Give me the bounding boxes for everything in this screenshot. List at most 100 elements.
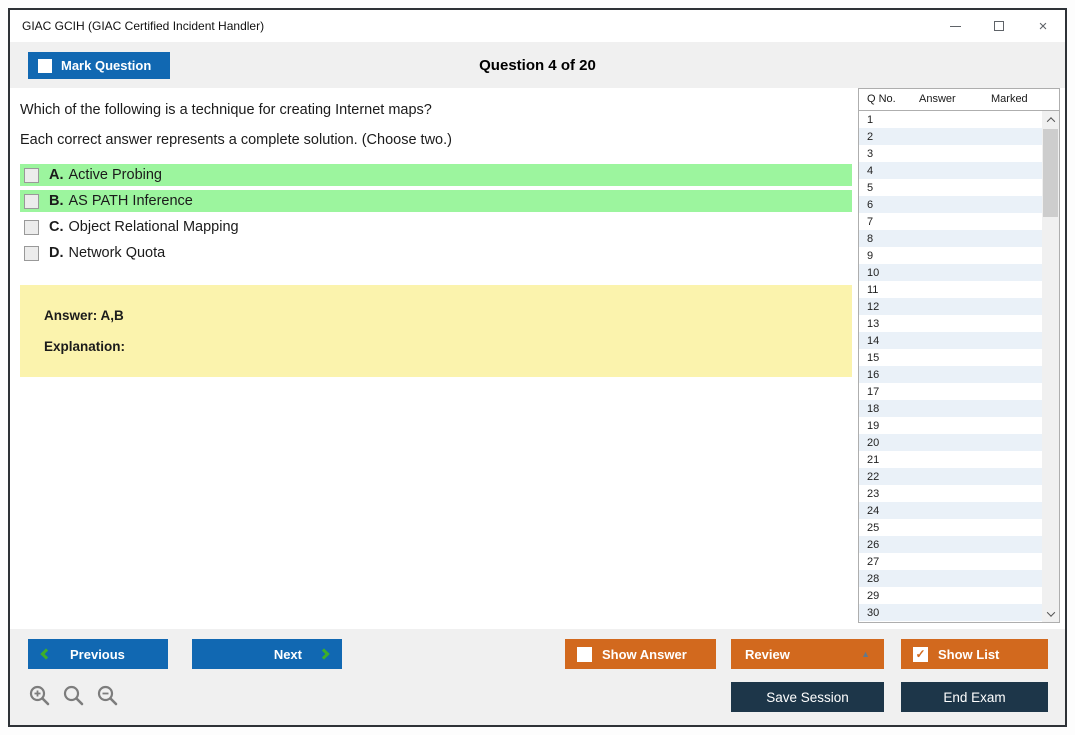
column-header-qno: Q No. — [867, 93, 896, 105]
show-answer-button[interactable]: Show Answer — [565, 639, 716, 669]
question-list-row[interactable]: 2 — [859, 128, 1042, 146]
answer-options: A. Active Probing B. AS PATH Inference C… — [20, 164, 852, 264]
show-list-label: Show List — [938, 646, 1000, 662]
question-list-row[interactable]: 9 — [867, 249, 874, 262]
question-list-row[interactable]: 17 — [867, 385, 880, 398]
question-list-row[interactable]: 13 — [867, 317, 880, 330]
option-letter: C. — [49, 219, 64, 235]
chevron-right-icon — [318, 648, 330, 660]
app-window: GIAC GCIH (GIAC Certified Incident Handl… — [8, 8, 1067, 727]
question-list-row[interactable]: 25 — [867, 521, 880, 534]
close-icon: × — [1038, 17, 1048, 35]
question-header: Mark Question Question 4 of 20 — [10, 42, 1065, 88]
option-checkbox[interactable] — [24, 193, 39, 209]
save-session-button[interactable]: Save Session — [731, 682, 884, 712]
answer-option[interactable]: C. Object Relational Mapping — [20, 216, 852, 238]
answer-option[interactable]: A. Active Probing — [20, 164, 852, 186]
question-list-row[interactable]: 28 — [859, 570, 1042, 588]
option-letter: B. — [49, 193, 64, 209]
question-list-row[interactable]: 20 — [859, 434, 1042, 452]
question-text: Which of the following is a technique fo… — [20, 102, 432, 118]
question-list-row[interactable]: 6 — [859, 196, 1042, 214]
option-text: Object Relational Mapping — [68, 219, 239, 235]
question-list-row[interactable]: 29 — [867, 589, 880, 602]
option-text: Network Quota — [68, 245, 166, 261]
scroll-down-button[interactable] — [1042, 605, 1059, 622]
answer-label: Answer: A,B — [44, 308, 124, 323]
answer-option[interactable]: D. Network Quota — [20, 242, 852, 264]
mark-question-label: Mark Question — [61, 58, 152, 73]
question-list-row[interactable]: 24 — [859, 502, 1042, 520]
answer-explanation-box: Answer: A,B Explanation: — [20, 285, 852, 377]
window-title: GIAC GCIH (GIAC Certified Incident Handl… — [22, 19, 265, 33]
maximize-icon — [994, 21, 1004, 31]
show-answer-label: Show Answer — [602, 646, 687, 662]
footer-toolbar: Previous Next Show Answer Review ▲ ✓ Sho… — [10, 629, 1065, 725]
question-instruction: Each correct answer represents a complet… — [20, 132, 452, 148]
zoom-in-icon[interactable] — [28, 684, 52, 708]
question-list-row[interactable]: 26 — [859, 536, 1042, 554]
option-checkbox[interactable] — [24, 219, 39, 235]
question-area: Which of the following is a technique fo… — [20, 88, 852, 377]
question-list-row[interactable]: 27 — [867, 555, 880, 568]
question-list-row[interactable]: 21 — [867, 453, 880, 466]
show-list-checkbox[interactable]: ✓ — [913, 646, 928, 662]
question-list-row[interactable]: 19 — [867, 419, 880, 432]
next-button[interactable]: Next — [192, 639, 342, 669]
option-checkbox[interactable] — [24, 167, 39, 183]
option-letter: D. — [49, 245, 64, 261]
show-list-button[interactable]: ✓ Show List — [901, 639, 1048, 669]
question-list-row[interactable]: 15 — [867, 351, 880, 364]
option-letter: A. — [49, 167, 64, 183]
option-text: Active Probing — [68, 167, 163, 183]
question-list-rows: 1 2 3 4 5 6 7 8 9 10 11 12 13 14 15 16 17 18 19 20 21 22 23 24 2… — [859, 111, 1042, 622]
next-label: Next — [273, 646, 302, 662]
end-exam-label: End Exam — [943, 689, 1006, 705]
question-list-row[interactable]: 11 — [867, 283, 879, 296]
question-list-row[interactable]: 30 — [859, 604, 1042, 622]
question-list-row[interactable]: 18 — [859, 400, 1042, 418]
zoom-controls — [28, 684, 120, 708]
close-button[interactable]: × — [1021, 10, 1065, 42]
mark-question-checkbox[interactable] — [38, 58, 52, 73]
zoom-out-icon[interactable] — [96, 684, 120, 708]
question-list-row[interactable]: 12 — [859, 298, 1042, 316]
question-list-row[interactable]: 10 — [859, 264, 1042, 282]
question-list-body: 1 2 3 4 5 6 7 8 9 10 11 12 13 14 15 16 17 18 19 20 21 22 23 24 2… — [859, 111, 1059, 622]
mark-question-button[interactable]: Mark Question — [28, 52, 170, 79]
previous-button[interactable]: Previous — [28, 639, 168, 669]
zoom-reset-icon[interactable] — [62, 684, 86, 708]
review-label: Review — [745, 646, 790, 662]
minimize-button[interactable] — [933, 10, 977, 42]
triangle-up-icon: ▲ — [861, 649, 870, 659]
column-header-marked: Marked — [991, 93, 1028, 105]
question-list-row[interactable]: 7 — [867, 215, 874, 228]
question-list-row[interactable]: 4 — [859, 162, 1042, 180]
option-checkbox[interactable] — [24, 245, 39, 261]
question-list-scrollbar[interactable] — [1042, 111, 1059, 622]
minimize-icon — [949, 25, 961, 27]
answer-option[interactable]: B. AS PATH Inference — [20, 190, 852, 212]
end-exam-button[interactable]: End Exam — [901, 682, 1048, 712]
chevron-left-icon — [40, 648, 52, 660]
question-list-row[interactable]: 3 — [867, 147, 874, 160]
question-counter: Question 4 of 20 — [479, 56, 596, 74]
review-button[interactable]: Review ▲ — [731, 639, 884, 669]
window-controls: × — [933, 10, 1065, 42]
explanation-label: Explanation: — [44, 339, 126, 354]
question-list-row[interactable]: 5 — [867, 181, 874, 194]
question-list-row[interactable]: 14 — [859, 332, 1042, 350]
question-list-row[interactable]: 22 — [859, 468, 1042, 486]
scroll-up-button[interactable] — [1042, 111, 1059, 128]
show-answer-checkbox[interactable] — [577, 646, 592, 662]
chevron-up-icon — [1046, 116, 1055, 126]
question-list-row[interactable]: 16 — [859, 366, 1042, 384]
question-list-row[interactable]: 23 — [867, 487, 880, 500]
maximize-button[interactable] — [977, 10, 1021, 42]
option-text: AS PATH Inference — [68, 193, 193, 209]
question-list-row[interactable]: 8 — [859, 230, 1042, 248]
checkmark-icon: ✓ — [915, 647, 926, 661]
scrollbar-thumb[interactable] — [1043, 129, 1058, 217]
question-list-panel: Q No. Answer Marked 1 2 3 4 5 6 7 8 9 10 11 12 13 14 1… — [858, 88, 1060, 623]
question-list-row[interactable]: 1 — [867, 113, 874, 126]
